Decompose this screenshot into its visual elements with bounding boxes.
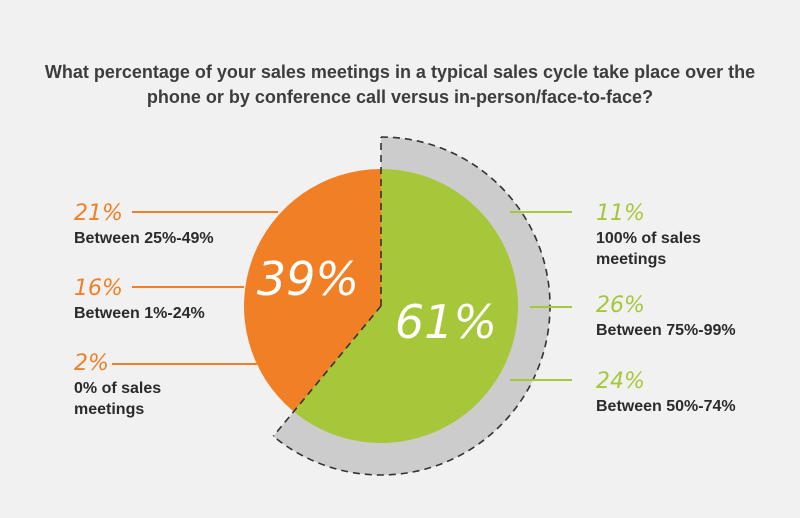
breakdown-label-right-0-0: 100% of sales bbox=[596, 230, 701, 247]
breakdown-value-left-0: 21% bbox=[74, 201, 123, 226]
chart-title: What percentage of your sales meetings i… bbox=[44, 62, 756, 107]
breakdown-value-left-1: 16% bbox=[74, 276, 123, 301]
divider-lower bbox=[272, 305, 382, 437]
breakdown-label-left-2-1: meetings bbox=[74, 401, 144, 418]
breakdown-label-right-0-1: meetings bbox=[596, 251, 666, 268]
breakdown-value-right-1: 26% bbox=[596, 293, 645, 318]
slice-label-phone: 39% bbox=[257, 252, 359, 306]
breakdown-value-right-2: 24% bbox=[596, 369, 645, 394]
slice-in-person bbox=[293, 169, 518, 443]
breakdown-label-left-2-0: 0% of sales bbox=[74, 380, 161, 397]
breakdown-label-right-1-0: Between 75%-99% bbox=[596, 322, 736, 339]
slice-phone bbox=[243, 169, 381, 412]
slice-shadow-outline bbox=[272, 136, 551, 476]
breakdown-value-left-2: 2% bbox=[74, 351, 109, 376]
breakdown-value-right-0: 11% bbox=[596, 201, 645, 226]
breakdown-label-right-2-0: Between 50%-74% bbox=[596, 398, 736, 415]
breakdown-label-left-1-0: Between 1%-24% bbox=[74, 305, 205, 322]
breakdown-label-left-0-0: Between 25%-49% bbox=[74, 230, 214, 247]
slice-label-in-person: 61% bbox=[395, 295, 497, 349]
